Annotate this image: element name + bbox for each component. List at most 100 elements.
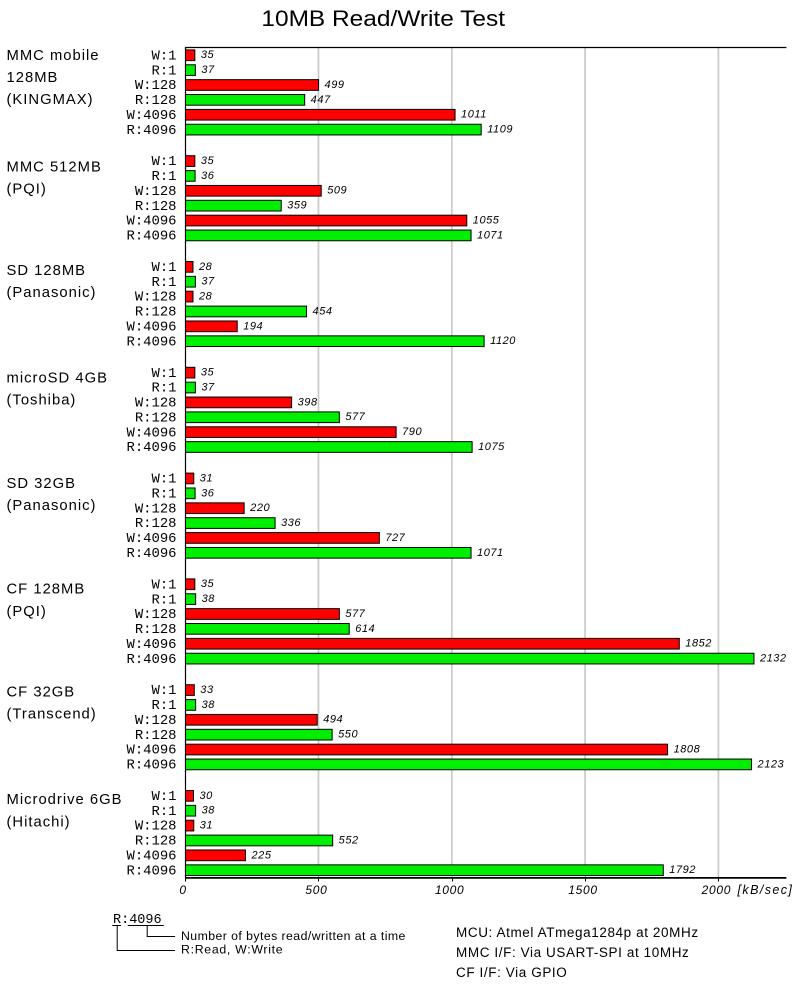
svg-text:(Panasonic): (Panasonic) (7, 498, 97, 514)
svg-text:R:1: R:1 (151, 63, 176, 79)
svg-text:Microdrive 6GB: Microdrive 6GB (7, 792, 123, 808)
svg-text:R:128: R:128 (135, 516, 177, 532)
svg-text:MMC 512MB: MMC 512MB (7, 159, 102, 175)
svg-text:1055: 1055 (473, 214, 500, 226)
svg-text:W:4096: W:4096 (126, 637, 176, 653)
svg-text:1000: 1000 (435, 883, 465, 897)
svg-text:35: 35 (201, 578, 215, 590)
svg-text:R:128: R:128 (135, 305, 177, 321)
svg-text:36: 36 (201, 170, 215, 182)
svg-text:W:1: W:1 (151, 577, 176, 593)
svg-text:R:4096: R:4096 (113, 913, 162, 928)
svg-text:R:4096: R:4096 (126, 863, 176, 879)
svg-text:1011: 1011 (461, 109, 487, 121)
svg-text:CF 128MB: CF 128MB (7, 582, 86, 598)
svg-text:1808: 1808 (674, 743, 701, 755)
svg-text:W:1: W:1 (151, 260, 176, 276)
svg-text:W:4096: W:4096 (126, 848, 176, 864)
svg-text:398: 398 (298, 396, 318, 408)
svg-text:W:4096: W:4096 (126, 214, 176, 230)
svg-text:SD 128MB: SD 128MB (7, 263, 87, 279)
svg-text:31: 31 (200, 472, 213, 484)
svg-text:(Toshiba): (Toshiba) (7, 393, 77, 409)
svg-text:MCU: Atmel ATmega1284p at 20MH: MCU: Atmel ATmega1284p at 20MHz (456, 925, 699, 940)
svg-text:(PQI): (PQI) (7, 604, 47, 620)
svg-text:CF I/F: Via GPIO: CF I/F: Via GPIO (456, 965, 567, 980)
svg-text:336: 336 (281, 517, 301, 529)
svg-text:W:128: W:128 (135, 713, 177, 729)
svg-text:37: 37 (201, 381, 215, 393)
svg-text:R:128: R:128 (135, 199, 177, 215)
svg-text:[kB/sec]: [kB/sec] (737, 883, 794, 897)
svg-text:W:1: W:1 (151, 789, 176, 805)
svg-text:W:1: W:1 (151, 48, 176, 64)
svg-text:R:1: R:1 (151, 486, 176, 502)
svg-text:R:128: R:128 (135, 728, 177, 744)
svg-text:W:1: W:1 (151, 366, 176, 382)
svg-text:1120: 1120 (490, 335, 516, 347)
svg-text:31: 31 (200, 820, 213, 832)
svg-text:(Transcend): (Transcend) (7, 707, 97, 723)
svg-text:R:4096: R:4096 (126, 440, 176, 456)
svg-text:509: 509 (327, 185, 347, 197)
svg-text:447: 447 (311, 94, 331, 106)
svg-text:R:128: R:128 (135, 93, 177, 109)
svg-text:W:128: W:128 (135, 607, 177, 623)
svg-text:0: 0 (179, 883, 186, 897)
svg-text:38: 38 (202, 805, 216, 817)
svg-text:1075: 1075 (478, 441, 505, 453)
svg-text:W:128: W:128 (135, 501, 177, 517)
svg-text:R:1: R:1 (151, 381, 176, 397)
svg-text:R:128: R:128 (135, 622, 177, 638)
svg-text:28: 28 (198, 291, 213, 303)
svg-text:W:4096: W:4096 (126, 743, 176, 759)
svg-text:359: 359 (287, 200, 307, 212)
svg-text:1109: 1109 (487, 124, 513, 136)
svg-text:R:4096: R:4096 (126, 123, 176, 139)
svg-text:727: 727 (385, 532, 405, 544)
svg-text:R:4096: R:4096 (126, 334, 176, 350)
svg-text:35: 35 (201, 367, 215, 379)
svg-text:194: 194 (243, 320, 263, 332)
svg-text:R:128: R:128 (135, 834, 177, 850)
svg-text:(Panasonic): (Panasonic) (7, 285, 97, 301)
svg-text:R:1: R:1 (151, 592, 176, 608)
svg-text:790: 790 (402, 426, 422, 438)
svg-text:28: 28 (198, 261, 213, 273)
svg-text:1852: 1852 (685, 638, 712, 650)
svg-text:(KINGMAX): (KINGMAX) (7, 92, 94, 108)
svg-text:33: 33 (200, 684, 214, 696)
svg-text:10MB Read/Write Test: 10MB Read/Write Test (261, 6, 505, 31)
svg-text:W:1: W:1 (151, 154, 176, 170)
svg-text:2000: 2000 (701, 883, 732, 897)
svg-text:W:128: W:128 (135, 396, 177, 412)
svg-text:SD 32GB: SD 32GB (7, 476, 77, 492)
svg-text:R:1: R:1 (151, 698, 176, 714)
svg-text:R:128: R:128 (135, 410, 177, 426)
svg-text:500: 500 (305, 883, 327, 897)
svg-text:R:Read, W:Write: R:Read, W:Write (181, 942, 283, 956)
svg-text:W:128: W:128 (135, 819, 177, 835)
svg-text:MMC I/F: Via USART-SPI at 10MH: MMC I/F: Via USART-SPI at 10MHz (456, 945, 689, 960)
svg-text:W:4096: W:4096 (126, 531, 176, 547)
svg-text:R:4096: R:4096 (126, 652, 176, 668)
svg-text:36: 36 (201, 487, 215, 499)
svg-text:1792: 1792 (669, 864, 696, 876)
svg-text:(Hitachi): (Hitachi) (7, 814, 71, 830)
svg-text:(PQI): (PQI) (7, 181, 47, 197)
svg-text:microSD 4GB: microSD 4GB (7, 371, 108, 387)
svg-text:225: 225 (250, 849, 271, 861)
svg-text:614: 614 (355, 623, 375, 635)
svg-text:1071: 1071 (477, 547, 504, 559)
svg-text:552: 552 (339, 834, 359, 846)
svg-text:W:1: W:1 (151, 472, 176, 488)
svg-text:577: 577 (345, 411, 365, 423)
svg-text:CF 32GB: CF 32GB (7, 685, 76, 701)
svg-text:35: 35 (201, 49, 215, 61)
svg-text:38: 38 (202, 699, 216, 711)
svg-text:R:4096: R:4096 (126, 546, 176, 562)
svg-text:220: 220 (249, 502, 270, 514)
svg-text:35: 35 (201, 155, 215, 167)
svg-text:494: 494 (323, 714, 343, 726)
svg-text:Number of bytes read/written a: Number of bytes read/written at a time (181, 929, 406, 943)
